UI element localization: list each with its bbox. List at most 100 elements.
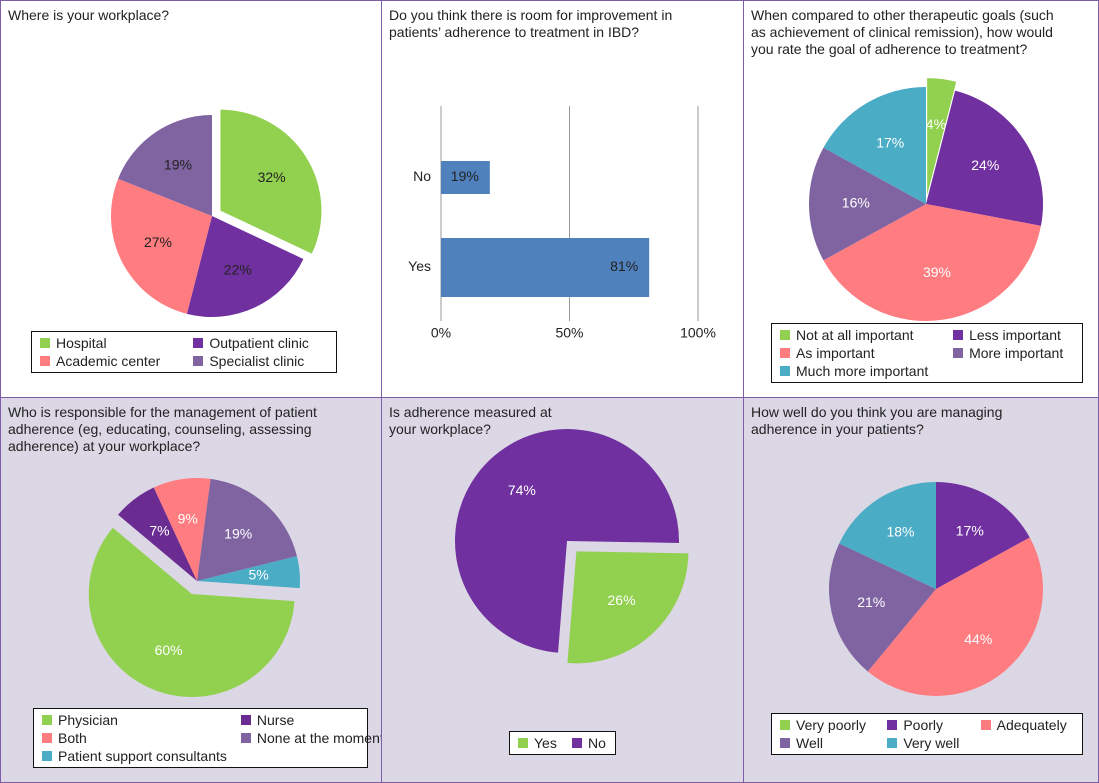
- chart: 60% 7% 9% 19% 5%: [88, 478, 300, 697]
- legend-label: More important: [969, 345, 1064, 361]
- pie-slice: [926, 90, 1043, 226]
- legend: Yes No: [509, 731, 616, 755]
- chart-panel: 0% 50% 100% No 19% Yes 81% Do you think there i…: [381, 0, 744, 398]
- x-tick-label: 0%: [431, 325, 451, 341]
- legend-item: Outpatient clinic: [193, 335, 328, 351]
- legend-item: Hospital: [40, 335, 179, 351]
- data-label: 81%: [610, 258, 638, 274]
- data-label: 44%: [964, 631, 992, 647]
- legend-item: Patient support consultants: [42, 748, 227, 764]
- legend-label: Patient support consultants: [58, 748, 227, 764]
- chart: 0%17%44%21%18%: [829, 482, 1043, 696]
- pie-slice: [197, 556, 300, 589]
- legend-label: Physician: [58, 712, 118, 728]
- data-label: 21%: [857, 594, 885, 610]
- legend-swatch: [980, 720, 991, 730]
- data-label: 26%: [608, 592, 636, 608]
- legend-item: Less important: [953, 327, 1074, 343]
- chart-title: Where is your workplace?: [8, 7, 169, 24]
- legend-swatch: [193, 356, 204, 366]
- pie-slice: [839, 482, 936, 589]
- legend-item: Physician: [42, 712, 227, 728]
- data-label: 17%: [876, 134, 904, 150]
- legend-label: Adequately: [996, 717, 1067, 733]
- legend: Physician Nurse Both None at the moment Pati…: [33, 708, 381, 768]
- data-label: 27%: [144, 234, 172, 250]
- pie-slice: [186, 216, 304, 317]
- title-line: How well do you think you are managing: [751, 404, 1003, 420]
- legend-swatch: [40, 356, 50, 366]
- data-label: 19%: [224, 526, 252, 542]
- title-line: adherence in your patients?: [751, 421, 924, 437]
- legend-label: Yes: [534, 735, 557, 751]
- data-label: 17%: [956, 523, 984, 539]
- legend-label: As important: [796, 345, 875, 361]
- legend-label: No: [587, 735, 606, 751]
- title-line: Is adherence measured at: [389, 404, 552, 420]
- legend-label: Academic center: [56, 353, 161, 369]
- legend-label: Poorly: [903, 717, 944, 733]
- chart-panel: 26% 74% Is adherence measured at your workp…: [381, 397, 744, 783]
- legend-label: Nurse: [256, 712, 295, 728]
- data-label: 32%: [258, 169, 286, 185]
- data-label: 9%: [178, 511, 198, 527]
- data-label: 18%: [886, 524, 914, 540]
- legend-swatch: [780, 348, 790, 358]
- legend-item: As important: [780, 345, 939, 361]
- legend-swatch: [780, 330, 790, 340]
- chart-title: Who is responsible for the management of…: [8, 404, 317, 455]
- pie-slice: [823, 204, 1041, 322]
- legend: Not at all important Less important As imp…: [771, 323, 1083, 383]
- bar: [441, 238, 650, 297]
- data-label: 5%: [248, 566, 268, 582]
- legend-swatch: [40, 338, 50, 348]
- legend-item: Both: [42, 730, 227, 746]
- chart-panel: 32% 22% 27% 19% Where is your workplace? Hosp…: [0, 0, 382, 398]
- title-line: Where is your workplace?: [8, 7, 170, 23]
- legend-swatch: [240, 715, 251, 725]
- pie-slice: [455, 429, 679, 653]
- y-tick-label: Yes: [408, 258, 431, 274]
- legend: Hospital Outpatient clinic Academic center…: [31, 331, 337, 373]
- legend-item: Poorly: [887, 717, 966, 733]
- pie-slice: [118, 115, 212, 216]
- legend-label: Specialist clinic: [209, 353, 305, 369]
- chart-title: Is adherence measured at your workplace?: [389, 404, 552, 438]
- pie-slice: [153, 478, 211, 581]
- pie-slice: [110, 178, 212, 314]
- pie-slice: [823, 87, 926, 204]
- title-line: Do you think there is room for improveme…: [389, 7, 673, 23]
- legend-swatch: [42, 715, 52, 725]
- title-line: patients’ adherence to treatment in IBD?: [389, 24, 640, 40]
- legend-swatch: [518, 738, 528, 748]
- legend-swatch: [42, 751, 52, 761]
- data-label: 22%: [224, 262, 252, 278]
- legend-label: Very well: [903, 735, 960, 751]
- legend-item: Academic center: [40, 353, 179, 369]
- pie-slice: [867, 537, 1043, 696]
- legend-item: Specialist clinic: [193, 353, 328, 369]
- legend-swatch: [571, 738, 582, 748]
- chart-panel: 0%17%44%21%18%How well do you think you …: [743, 397, 1099, 783]
- legend-swatch: [953, 330, 964, 340]
- legend-label: Both: [58, 730, 87, 746]
- legend-swatch: [887, 720, 898, 730]
- data-label: 4%: [926, 116, 946, 132]
- title-line: adherence) at your workplace?: [8, 438, 201, 454]
- legend-item: None at the moment: [240, 730, 382, 746]
- legend-item: No: [571, 735, 607, 751]
- chart-panel: 4% 24% 39% 16% 17% When compared to other the…: [743, 0, 1099, 398]
- data-label: 24%: [971, 157, 999, 173]
- chart: 0% 50% 100% No 19% Yes 81%: [408, 106, 716, 341]
- pie-slice: [927, 78, 957, 196]
- x-tick-label: 100%: [680, 325, 716, 341]
- legend-swatch: [780, 366, 790, 376]
- legend-item: Very poorly: [780, 717, 873, 733]
- legend-label: None at the moment: [256, 730, 382, 746]
- legend-swatch: [953, 348, 964, 358]
- legend-label: Hospital: [56, 335, 107, 351]
- legend-label: Well: [796, 735, 823, 751]
- chart: 32% 22% 27% 19%: [110, 109, 322, 317]
- pie-slice: [567, 551, 689, 664]
- pie-slice: [197, 478, 297, 581]
